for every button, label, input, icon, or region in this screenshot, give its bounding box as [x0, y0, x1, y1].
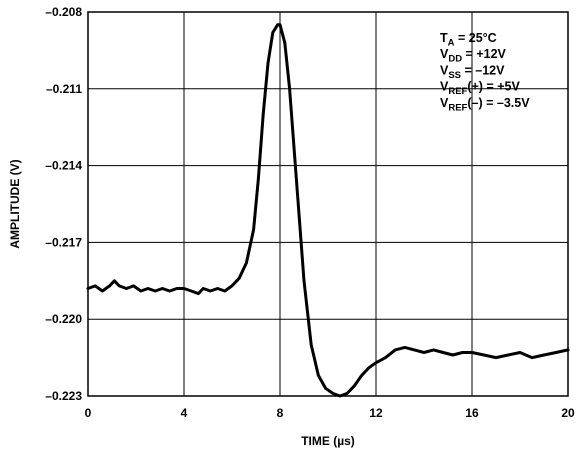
amplitude-trace [86, 23, 570, 398]
y-tick-label: –0.217 [45, 235, 82, 249]
annotation-line: VREF(+) = +5V [440, 80, 520, 98]
x-tick-label: 20 [561, 406, 575, 420]
x-tick-label: 0 [85, 406, 92, 420]
annotation-line: VDD = +12V [440, 47, 507, 64]
plot-frame [87, 11, 569, 397]
tick-labels: 0 4 8 12 16 20 –0.208 –0.211 –0.214 –0.217 –0.220 –… [45, 5, 575, 420]
y-tick-label: –0.220 [45, 312, 82, 326]
annotation-line: VSS = –12V [440, 63, 505, 81]
annotation-line: TA = 25°C [440, 31, 497, 49]
x-tick-label: 16 [465, 406, 479, 420]
x-tick-label: 8 [277, 406, 284, 420]
plot-area [86, 23, 570, 398]
y-tick-label: –0.211 [46, 82, 82, 96]
x-tick-label: 12 [369, 406, 383, 420]
x-tick-label: 4 [181, 406, 188, 420]
x-axis-title: TIME (µs) [301, 434, 355, 448]
y-tick-label: –0.223 [45, 389, 82, 403]
annotation-line: VREF(–) = –3.5V [440, 96, 530, 114]
y-tick-label: –0.208 [45, 5, 82, 19]
y-axis-title: AMPLITUDE (V) [8, 159, 22, 248]
grid [88, 12, 568, 396]
y-tick-label: –0.214 [45, 159, 82, 173]
